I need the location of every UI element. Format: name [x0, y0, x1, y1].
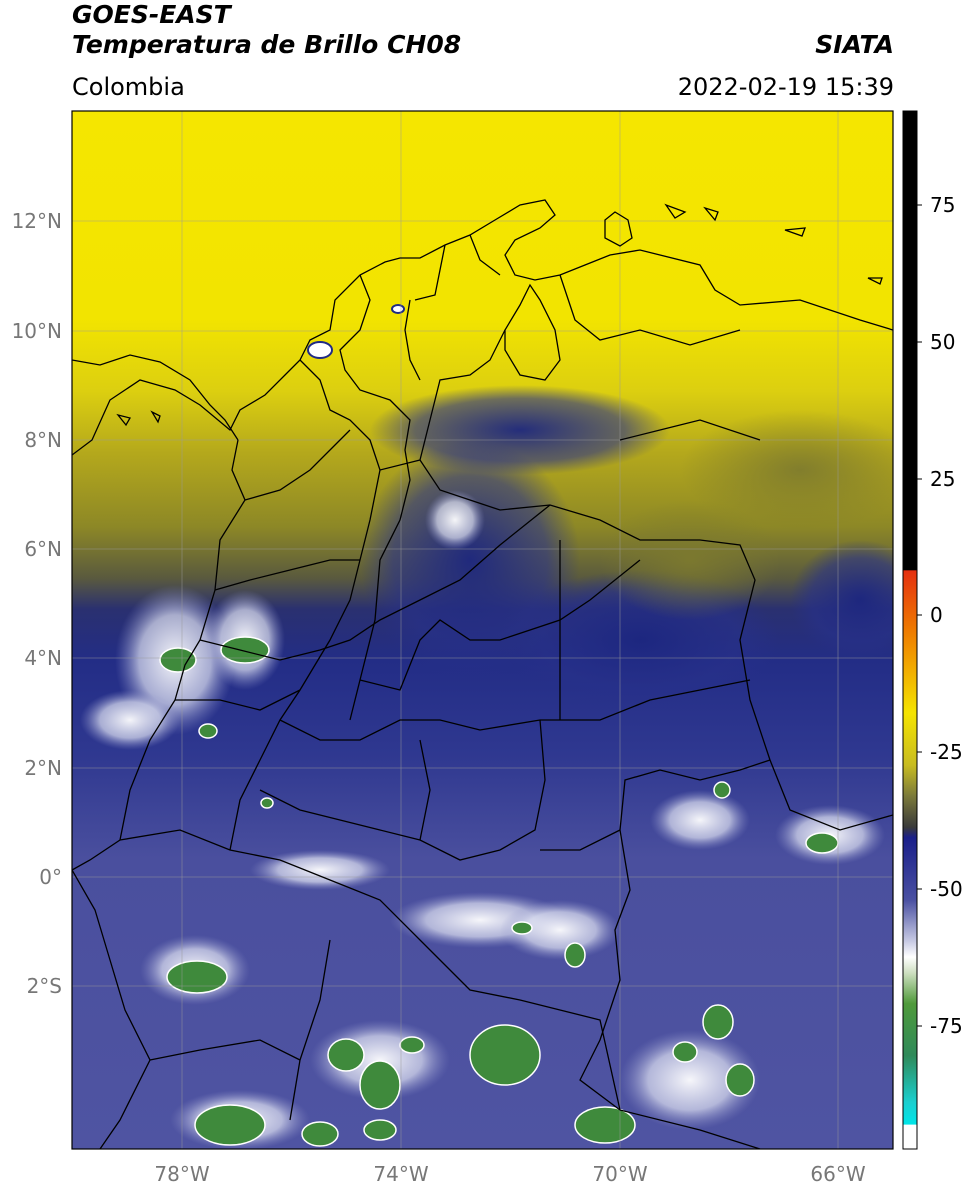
colorbar-tick-minus50: -50	[930, 877, 963, 901]
colorbar-tick-75: 75	[930, 193, 956, 217]
lon-label-66w: 66°W	[810, 1162, 866, 1186]
colorbar-tick-25: 25	[930, 467, 956, 491]
region-label: Colombia	[72, 73, 185, 101]
map-frame	[71, 110, 894, 1150]
datetime-label: 2022-02-19 15:39	[677, 73, 894, 101]
source-label: SIATA	[815, 30, 894, 59]
lat-label-0: 0°	[39, 865, 62, 889]
satellite-title: GOES-EAST	[72, 0, 231, 29]
lon-label-78w: 78°W	[154, 1162, 210, 1186]
lat-label-12n: 12°N	[11, 209, 62, 233]
colorbar-tick-50: 50	[930, 330, 956, 354]
map-field	[72, 111, 893, 1149]
graticule	[72, 111, 893, 1149]
colorbar-tick-minus25: -25	[930, 740, 963, 764]
lat-label-2n: 2°N	[24, 756, 62, 780]
lat-label-6n: 6°N	[24, 537, 62, 561]
political-borders	[72, 199, 893, 1149]
colorbar	[902, 110, 922, 1150]
lat-label-10n: 10°N	[11, 319, 62, 343]
lat-label-8n: 8°N	[24, 428, 62, 452]
lat-label-2s: 2°S	[26, 974, 62, 998]
colorbar-tick-minus75: -75	[930, 1014, 963, 1038]
lon-label-74w: 74°W	[373, 1162, 429, 1186]
colorbar-tick-0: 0	[930, 603, 943, 627]
product-title: Temperatura de Brillo CH08	[72, 30, 462, 59]
lat-label-4n: 4°N	[24, 646, 62, 670]
lon-label-70w: 70°W	[592, 1162, 648, 1186]
